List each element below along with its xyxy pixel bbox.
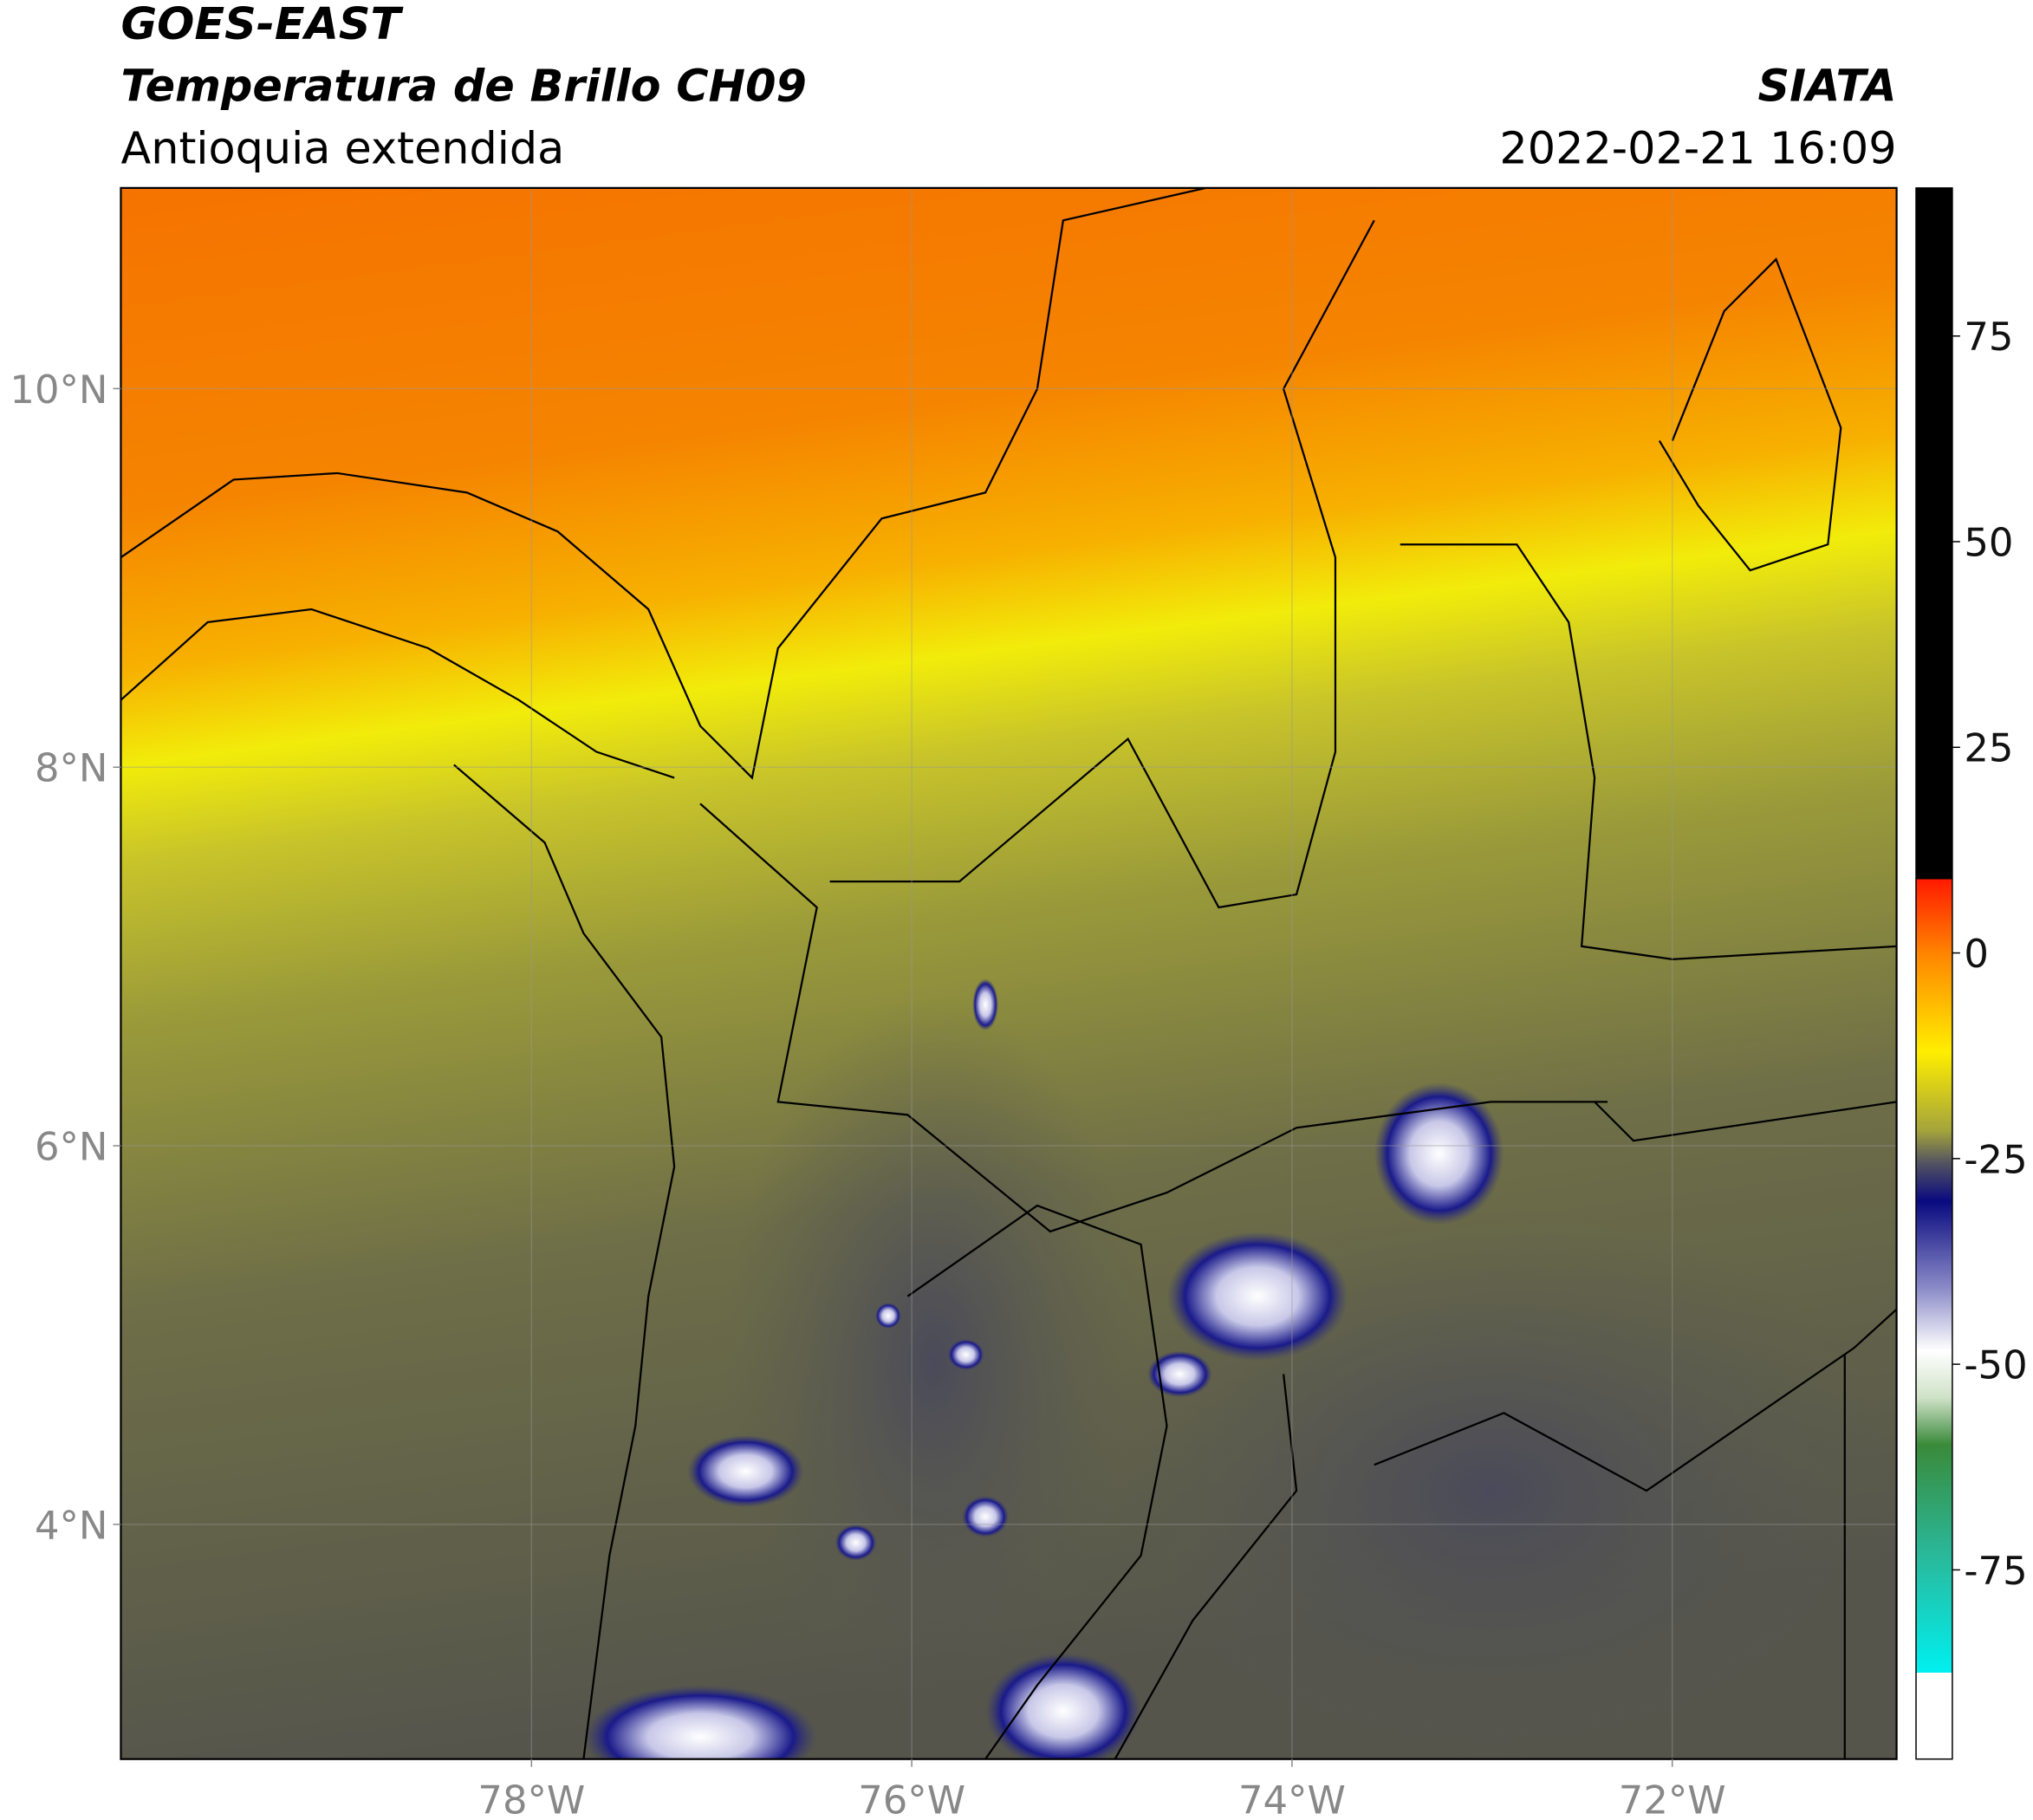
lon-label: 72°W: [1619, 1778, 1726, 1820]
lat-label: 6°N: [35, 1123, 108, 1169]
colorbar: [1915, 187, 1953, 1760]
map-frame: [120, 186, 1898, 1760]
lon-label: 78°W: [477, 1778, 585, 1820]
colorbar-label: 50: [1964, 519, 2013, 565]
lat-label: 4°N: [35, 1502, 108, 1548]
colorbar-label: -25: [1964, 1136, 2027, 1182]
subtitle: Temperatura de Brillo CH09: [120, 61, 806, 112]
colorbar-label: -75: [1964, 1548, 2027, 1594]
datetime: 2022-02-21 16:09: [1499, 122, 1896, 173]
colorbar-label: -50: [1964, 1342, 2027, 1388]
title: GOES-EAST: [120, 0, 404, 49]
colorbar-label: 75: [1964, 314, 2013, 360]
lat-label: 10°N: [10, 367, 107, 413]
colorbar-label: 25: [1964, 725, 2013, 771]
lon-label: 74°W: [1238, 1778, 1346, 1820]
lat-label: 8°N: [35, 745, 108, 791]
lon-label: 76°W: [858, 1778, 965, 1820]
colorbar-label: 0: [1964, 931, 1989, 977]
source: SIATA: [1757, 61, 1896, 112]
region: Antioquia extendida: [120, 122, 564, 173]
map-image: [120, 187, 1897, 1759]
